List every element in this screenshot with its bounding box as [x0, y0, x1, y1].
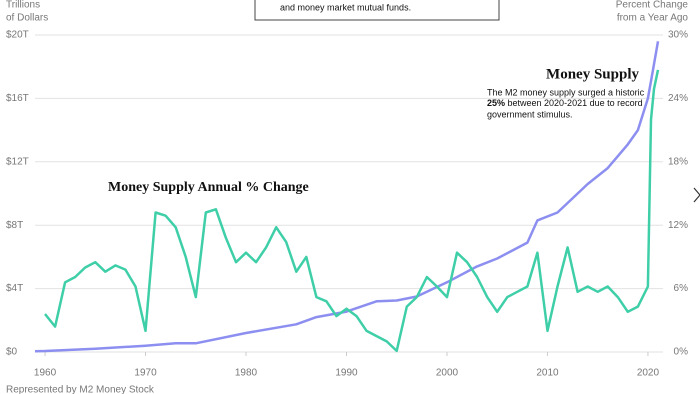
- y-tick-label: $12T: [6, 156, 29, 167]
- y-tick-label: $0: [6, 347, 18, 358]
- series-line: [44, 69, 660, 353]
- y2-tick-label: 30%: [668, 30, 688, 41]
- series-label: Money Supply: [546, 66, 639, 82]
- y-tick-label: $20T: [6, 30, 29, 41]
- y2-tick-label: 18%: [668, 156, 688, 167]
- x-tick-label: 2010: [536, 368, 559, 379]
- y2-tick-label: 12%: [668, 220, 688, 231]
- y2-tick-label: 24%: [668, 93, 688, 104]
- x-tick-label: 2000: [436, 368, 459, 379]
- y2-axis-label: from a Year Ago: [617, 13, 689, 24]
- y-axis-label: of Dollars: [6, 13, 48, 24]
- header-note: and money market mutual funds.: [280, 2, 411, 12]
- annotation: between 2020-2021 due to record: [505, 98, 643, 108]
- x-tick-label: 1960: [34, 368, 57, 379]
- annotation: government stimulus.: [487, 109, 573, 119]
- next-arrow[interactable]: [693, 187, 700, 203]
- y2-axis-label: Percent Change: [616, 0, 689, 11]
- x-tick-label: 1980: [235, 368, 258, 379]
- y-tick-label: $8T: [6, 220, 23, 231]
- y-axis-label: Trillions: [6, 0, 40, 11]
- annotation: The M2 money supply surged a historic: [487, 87, 645, 97]
- x-tick-label: 2020: [637, 368, 660, 379]
- series-line: [34, 41, 660, 353]
- series-label: Money Supply Annual % Change: [108, 180, 309, 195]
- y-tick-label: $16T: [6, 93, 29, 104]
- x-tick-label: 1990: [335, 368, 358, 379]
- y2-tick-label: 0%: [674, 347, 689, 358]
- header-box: [254, 0, 500, 21]
- footer: Represented by M2 Money Stock: [6, 385, 155, 394]
- x-tick-label: 1970: [134, 368, 157, 379]
- annotation-bold: 25%: [487, 98, 505, 108]
- y2-tick-label: 6%: [674, 283, 689, 294]
- y-tick-label: $4T: [6, 283, 23, 294]
- annotation: 25% between 2020-2021 due to record: [487, 98, 643, 108]
